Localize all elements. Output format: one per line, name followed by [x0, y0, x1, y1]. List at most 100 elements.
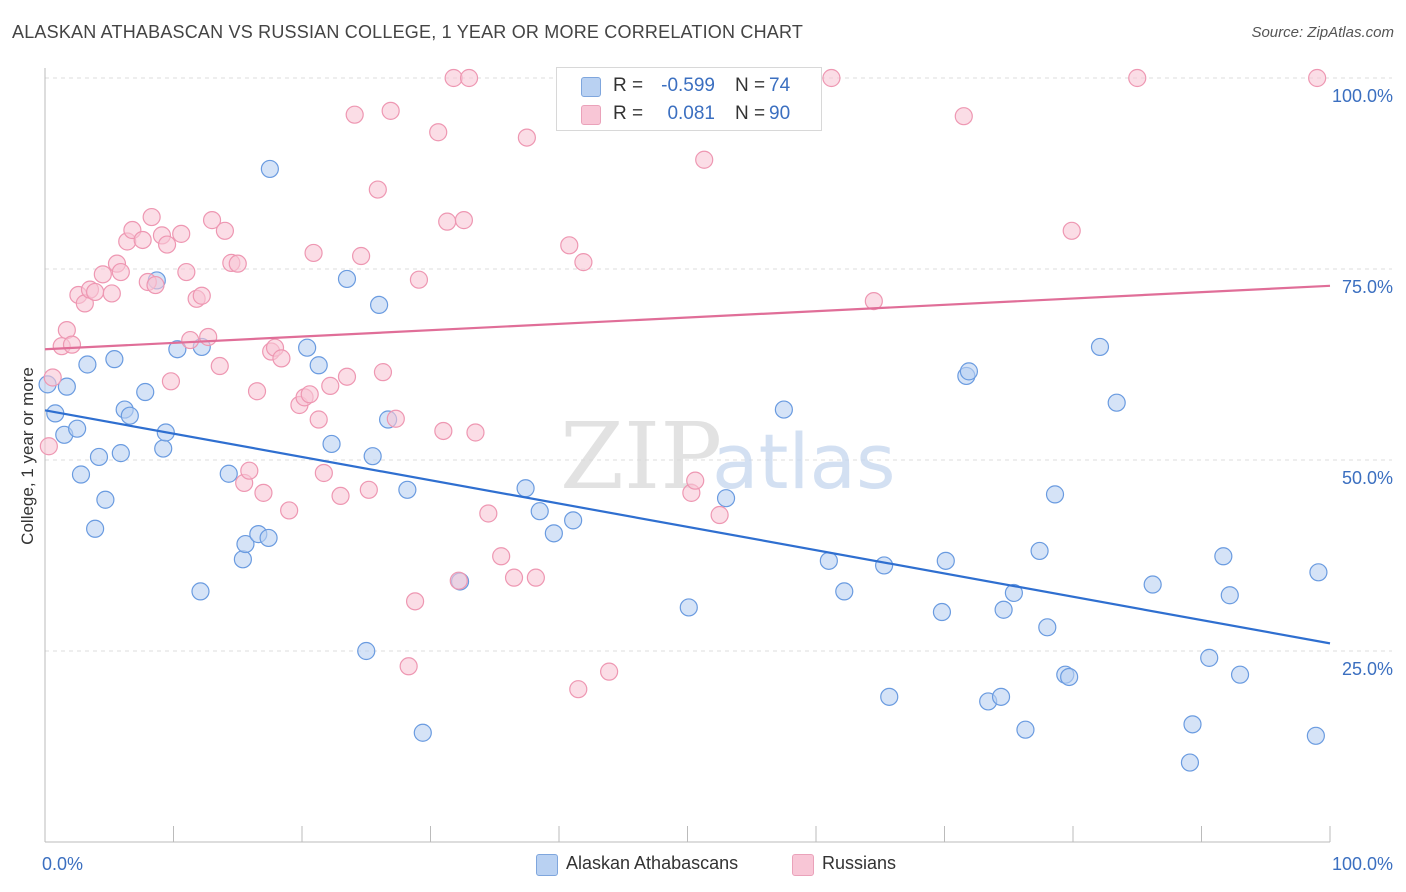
russian-point	[142, 207, 161, 227]
russian-point	[309, 410, 328, 429]
russian-point	[133, 230, 152, 250]
tick-labels: 100.0% 75.0% 50.0% 25.0% 0.0% 100.0%	[42, 86, 1393, 874]
russian-point	[466, 423, 485, 442]
y-tick-label: 50.0%	[1342, 468, 1393, 488]
y-tick-label: 100.0%	[1332, 86, 1393, 106]
athabascan-point	[111, 444, 130, 463]
russian-point	[517, 128, 536, 147]
russian-point	[686, 471, 705, 490]
russian-point	[405, 592, 425, 611]
athabascan-point	[1309, 563, 1328, 582]
athabascan-point	[991, 687, 1011, 706]
russian-point	[600, 662, 619, 681]
russian-point	[479, 504, 498, 523]
athabascan-point	[168, 340, 187, 359]
russian-point	[314, 463, 333, 483]
russian-point	[574, 253, 593, 272]
athabascan-point	[260, 159, 279, 179]
athabascan-point	[1306, 726, 1325, 745]
athabascan-point	[219, 464, 238, 483]
russian-point	[504, 568, 524, 587]
athabascan-point	[1004, 583, 1023, 603]
athabascan-point	[1143, 575, 1162, 594]
stats-row-athabascans: R = -0.599 N = 74	[557, 72, 821, 100]
russian-point	[569, 680, 588, 699]
russian-point	[381, 101, 400, 120]
stats-r-label: R =	[613, 75, 644, 96]
athabascan-point	[932, 602, 952, 622]
athabascan-point	[86, 519, 105, 538]
russian-point	[386, 409, 405, 428]
russian-point	[710, 505, 729, 525]
athabascan-point	[1060, 667, 1079, 687]
legend-label-athabascans: Alaskan Athabascans	[566, 853, 739, 873]
athabascan-point	[564, 511, 583, 530]
athabascan-point	[78, 355, 97, 374]
stats-n-label: N =	[735, 75, 766, 96]
athabascan-point	[337, 269, 357, 289]
russian-point	[177, 262, 196, 282]
athabascan-point	[71, 465, 91, 484]
stats-swatch-russians	[581, 105, 601, 125]
athabascan-point	[819, 551, 838, 570]
athabascan-point	[68, 419, 87, 438]
russian-point	[215, 221, 234, 240]
athabascan-point	[1030, 541, 1049, 561]
russian-point	[39, 437, 58, 456]
athabascan-point	[309, 356, 328, 375]
y-axis-label: College, 1 year or more	[18, 367, 37, 545]
stats-r-value: 0.081	[667, 103, 715, 124]
athabascan-point	[530, 502, 549, 521]
athabascan-point	[774, 400, 793, 419]
x-tick-label: 100.0%	[1332, 854, 1393, 874]
russian-point	[240, 461, 259, 480]
athabascan-point	[1200, 648, 1219, 667]
russian-point	[359, 480, 378, 499]
athabascan-point	[1220, 586, 1239, 605]
russian-point	[695, 150, 714, 169]
russian-point	[434, 421, 453, 441]
russian-point	[280, 501, 299, 520]
russian-point	[492, 547, 511, 566]
legend-swatch-russians	[792, 854, 814, 876]
russian-point	[1062, 221, 1081, 240]
russian-point	[210, 356, 229, 376]
russian-point	[373, 363, 393, 382]
stats-r-value: -0.599	[661, 75, 715, 96]
russian-point	[161, 372, 181, 391]
athabascan-point	[413, 723, 432, 742]
russian-point	[202, 211, 222, 230]
athabascan-point	[357, 641, 376, 661]
athabascan-point	[1107, 393, 1126, 412]
russian-point	[272, 349, 291, 368]
athabascan-point	[835, 582, 854, 601]
chart-title: ALASKAN ATHABASCAN VS RUSSIAN COLLEGE, 1…	[12, 22, 804, 42]
athabascan-point	[516, 479, 535, 498]
x-tick-label: 0.0%	[42, 854, 83, 874]
athabascan-point	[880, 687, 899, 706]
russian-point	[954, 107, 973, 126]
russian-point	[1308, 68, 1327, 88]
y-tick-label: 75.0%	[1342, 277, 1393, 297]
russian-point	[62, 335, 82, 354]
athabascan-point	[136, 382, 155, 402]
russian-point	[300, 385, 319, 404]
legend-label-russians: Russians	[822, 853, 897, 873]
russian-point	[157, 235, 177, 254]
axes	[44, 68, 1331, 843]
russian-point	[228, 254, 247, 273]
athabascan-point	[259, 528, 278, 548]
athabascan-point	[1180, 753, 1200, 772]
correlation-stats-box: R = -0.599 N = 74 R = 0.081 N = 90	[556, 67, 822, 131]
stats-swatch-athabascans	[581, 77, 601, 97]
russian-point	[247, 382, 267, 401]
russian-point	[111, 262, 130, 282]
legend-swatch-athabascans	[536, 854, 558, 876]
athabascan-point	[89, 447, 109, 467]
athabascan-point	[322, 434, 341, 454]
russian-point	[199, 327, 218, 347]
athabascan-point	[96, 490, 115, 509]
russian-point	[864, 291, 883, 311]
chart-source: Source: ZipAtlas.com	[1251, 24, 1394, 41]
